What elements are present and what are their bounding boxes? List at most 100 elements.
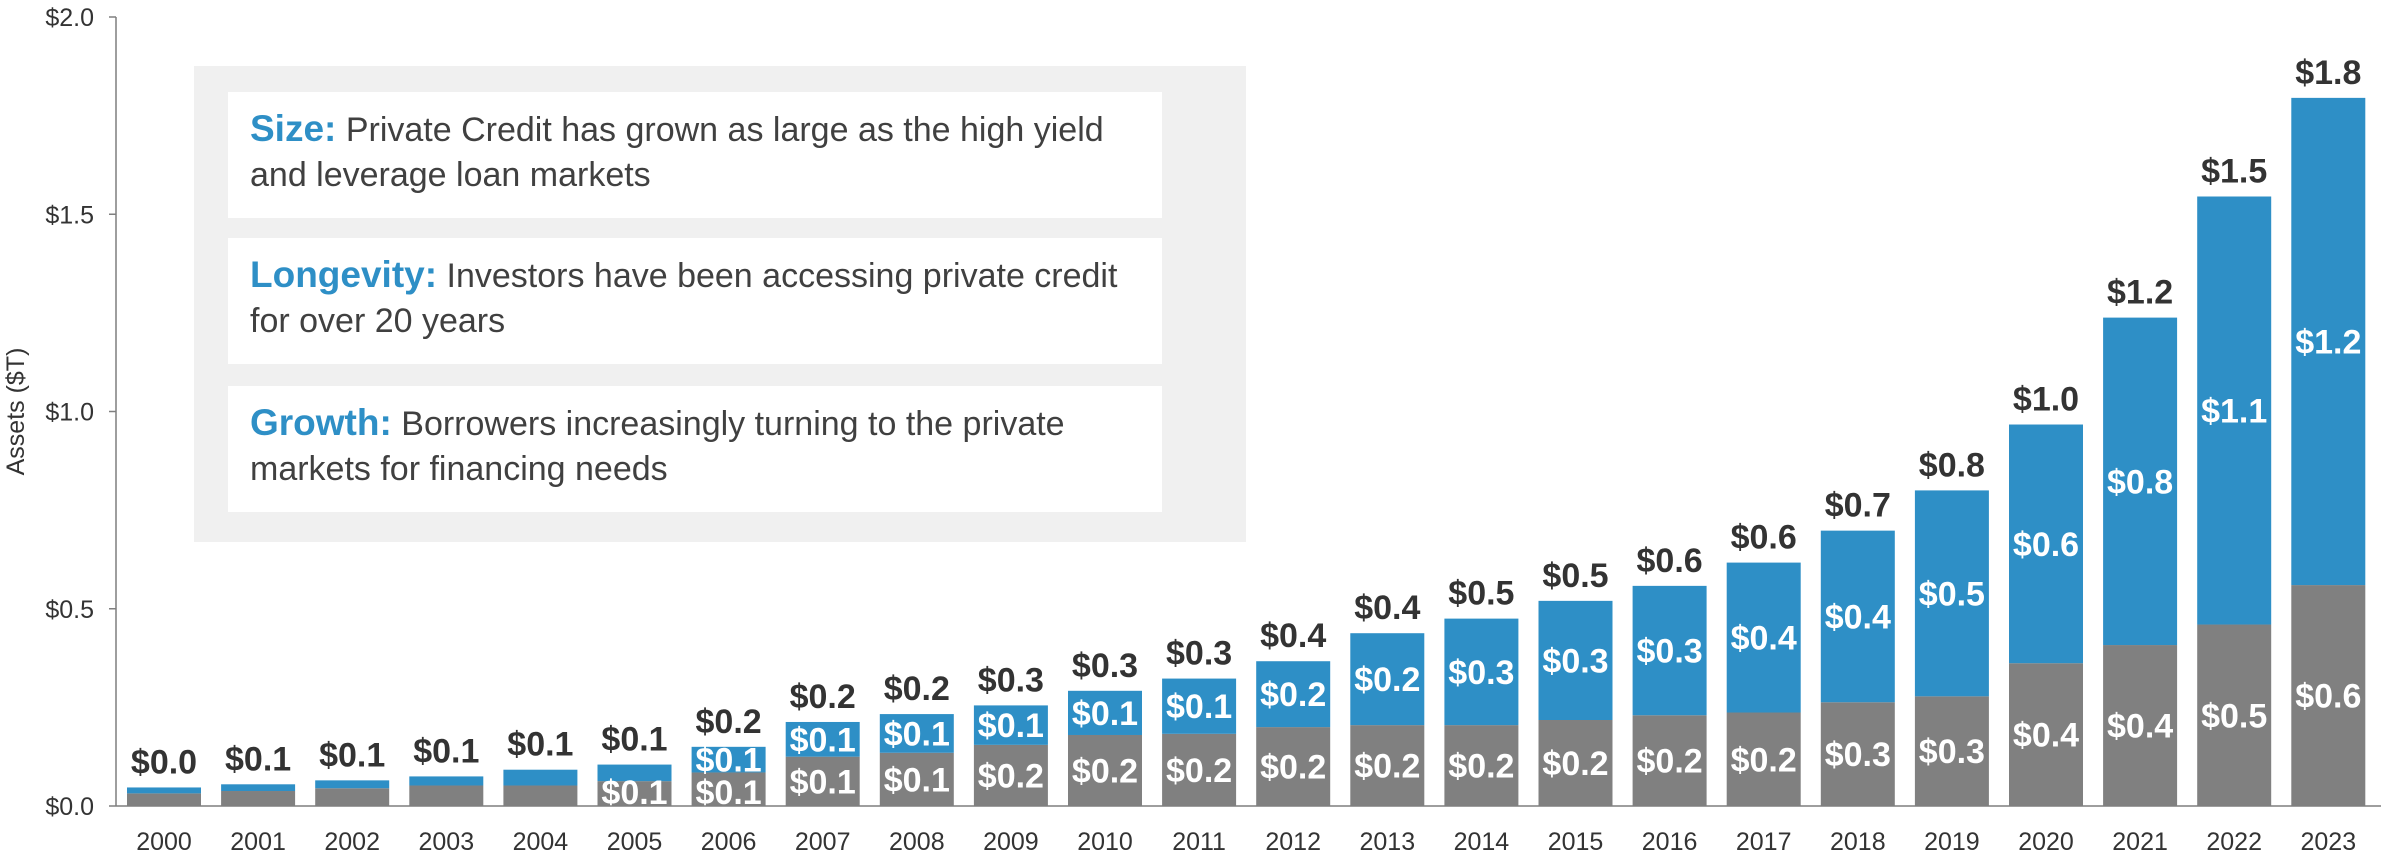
bar-total-label: $0.7 <box>1825 487 1891 525</box>
bar-segment-label: $0.1 <box>1166 688 1232 726</box>
x-tick-label: 2019 <box>1924 828 1980 856</box>
bar-segment-top <box>597 764 672 782</box>
bar-segment-top <box>1256 661 1331 728</box>
bar-segment-top <box>2291 97 2366 586</box>
bar-segment-base <box>409 785 484 806</box>
x-tick-label: 2022 <box>2206 828 2262 856</box>
bar-total-label: $0.5 <box>1448 575 1514 613</box>
bar-total-label: $0.1 <box>225 740 291 778</box>
bar-total-label: $1.0 <box>2013 381 2079 419</box>
bar-segment-base <box>1538 719 1613 806</box>
bar-segment-label: $0.4 <box>2013 717 2079 755</box>
callout-size-text: Private Credit has grown as large as the… <box>250 111 1104 194</box>
bar-total-label: $1.8 <box>2295 54 2361 92</box>
bar-segment-label: $0.1 <box>696 742 762 780</box>
bar-segment-label: $0.6 <box>2295 678 2361 716</box>
bar-segment-label: $0.6 <box>2013 526 2079 564</box>
bar-segment-base <box>1256 727 1331 806</box>
x-tick-label: 2009 <box>983 828 1039 856</box>
callout-growth-heading: Growth: <box>250 402 392 443</box>
callout-growth-text: Borrowers increasingly turning to the pr… <box>250 405 1065 488</box>
bar-total-label: $0.1 <box>507 726 573 764</box>
bar-segment-label: $0.2 <box>1260 749 1326 787</box>
bar-segment-label: $0.3 <box>1448 654 1514 692</box>
bar-total-label: $0.8 <box>1919 446 1985 484</box>
bar-segment-base <box>691 772 766 806</box>
x-tick-label: 2013 <box>1359 828 1415 856</box>
bar-total-label: $0.5 <box>1542 557 1608 595</box>
bar-total-label: $0.4 <box>1260 617 1326 655</box>
bar-segment-label: $0.4 <box>2107 708 2173 746</box>
bar-segment-base <box>1350 725 1425 806</box>
bar-segment-base <box>2197 624 2272 806</box>
bar-segment-base <box>2291 585 2366 806</box>
bar-total-label: $0.3 <box>1166 635 1232 673</box>
callout-longevity: Longevity: Investors have been accessing… <box>228 238 1162 364</box>
x-tick-label: 2023 <box>2300 828 2356 856</box>
bar-segment-top <box>691 746 766 773</box>
bar-segment-top <box>315 780 390 789</box>
bar-segment-label: $0.1 <box>790 721 856 759</box>
bar-segment-top <box>1726 562 1801 713</box>
bar-segment-top <box>503 769 578 786</box>
callout-longevity-heading: Longevity: <box>250 254 438 295</box>
bar-total-label: $0.4 <box>1354 589 1420 627</box>
bar-total-label: $0.6 <box>1731 519 1797 557</box>
bar-segment-top <box>221 784 296 792</box>
y-tick-label: $0.5 <box>45 596 94 624</box>
bar-segment-label: $0.1 <box>884 761 950 799</box>
x-tick-label: 2011 <box>1172 828 1226 856</box>
bar-segment-base <box>785 756 860 806</box>
x-axis: 2000 2001 2002 2003 2004 2005 2006 2007 2008 2009… <box>116 805 2381 856</box>
bar-segment-base <box>1444 725 1519 806</box>
bar-segment-label: $0.5 <box>1919 575 1985 613</box>
bar-segment-top <box>879 714 954 753</box>
bar-total-label: $1.5 <box>2201 152 2267 190</box>
x-tick-label: 2005 <box>607 828 663 856</box>
bar-segment-label: $0.2 <box>1354 661 1420 699</box>
bar-segment-label: $0.2 <box>1354 748 1420 786</box>
bar-total-label: $0.2 <box>790 678 856 716</box>
bar-segment-label: $0.2 <box>1542 745 1608 783</box>
bar-segment-base <box>127 793 201 806</box>
bar-segment-label: $0.2 <box>1260 676 1326 714</box>
bar-segment-top <box>1350 633 1425 726</box>
bar-total-label: $1.2 <box>2107 274 2173 312</box>
bar-segment-base <box>221 791 296 806</box>
bar-segment-label: $0.4 <box>1825 598 1891 636</box>
bar-segment-top <box>409 776 484 786</box>
bars <box>127 97 2366 806</box>
bar-segment-top <box>2103 317 2178 646</box>
bar-segment-label: $0.3 <box>1637 633 1703 671</box>
bar-segment-top <box>1820 530 1895 703</box>
bar-segment-label: $0.1 <box>978 707 1044 745</box>
x-tick-label: 2014 <box>1454 828 1510 856</box>
x-tick-label: 2015 <box>1548 828 1604 856</box>
bar-segment-base <box>315 788 390 806</box>
bar-segment-label: $0.2 <box>1072 752 1138 790</box>
x-tick-label: 2017 <box>1736 828 1792 856</box>
bar-segment-top <box>1632 585 1707 716</box>
bar-segment-base <box>1162 733 1237 806</box>
bar-total-label: $0.6 <box>1637 542 1703 580</box>
callout-longevity-text: Investors have been accessing private cr… <box>250 257 1118 340</box>
bar-segment-label: $0.8 <box>2107 463 2173 501</box>
bar-segment-top <box>973 705 1048 745</box>
bar-segment-top <box>2009 424 2083 664</box>
bar-segment-label: $0.1 <box>1072 695 1138 733</box>
bar-total-label: $0.0 <box>131 743 197 781</box>
y-axis-label: Assets ($T) <box>2 348 30 476</box>
bar-segment-base <box>1726 712 1801 806</box>
y-tick-label: $2.0 <box>45 4 94 32</box>
x-tick-label: 2010 <box>1077 828 1133 856</box>
y-tick-label: $0.0 <box>45 793 94 821</box>
bar-segment-label: $0.3 <box>1825 736 1891 774</box>
bar-segment-top <box>2197 196 2272 625</box>
x-tick-label: 2012 <box>1265 828 1321 856</box>
callout-size: Size: Private Credit has grown as large … <box>228 92 1162 218</box>
bar-total-label: $0.3 <box>978 661 1044 699</box>
bar-segment-label: $0.2 <box>978 757 1044 795</box>
bar-segment-label: $0.3 <box>1542 642 1608 680</box>
callout-growth: Growth: Borrowers increasingly turning t… <box>228 386 1162 512</box>
